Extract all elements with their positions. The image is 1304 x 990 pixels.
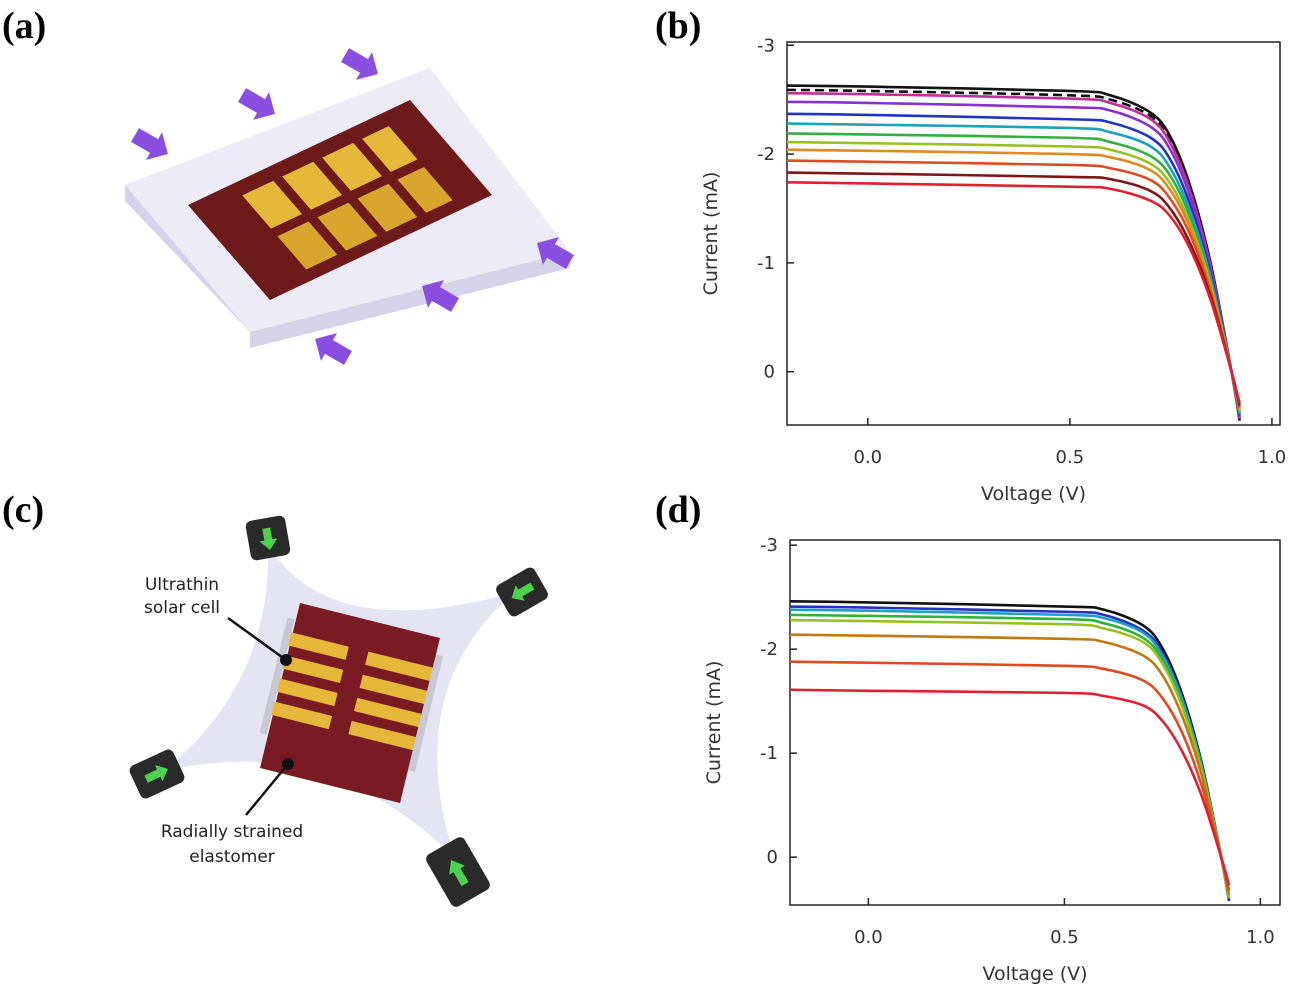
iv-curve — [790, 688, 1231, 886]
iv-curve — [790, 633, 1231, 895]
y-tick-label: 0 — [764, 362, 775, 383]
panel-label: (a) — [2, 5, 46, 47]
y-tick-label: -2 — [760, 639, 778, 660]
y-tick-label: -3 — [757, 35, 775, 56]
iv-curve — [787, 100, 1241, 418]
plot-frame — [789, 539, 1281, 906]
x-tick-label: 1.0 — [1258, 447, 1287, 468]
y-tick-label: -2 — [757, 144, 775, 165]
x-tick-label: 0.5 — [1050, 927, 1079, 948]
iv-curve — [787, 181, 1241, 404]
illustration-c: Ultrathin solar cell Radially strained e… — [129, 515, 548, 907]
x-tick-label: 1.0 — [1246, 927, 1275, 948]
y-tick-label: -1 — [760, 743, 778, 764]
chart: (d) -3 -2 -1 0 0.0 0.5 1.0 Voltage (V) Current (m… — [655, 489, 1281, 985]
panel-label: (d) — [655, 489, 701, 531]
y-tick-label: 0 — [767, 847, 778, 868]
plot-frame — [786, 41, 1281, 426]
iv-curve — [787, 171, 1241, 406]
iv-curve — [790, 600, 1231, 902]
x-tick-label: 0.0 — [853, 447, 882, 468]
chart: (b) -3 -2 -1 0 0.0 0.5 1.0 Voltage (V) Current (m… — [655, 5, 1286, 505]
annotation: Radially strained — [161, 822, 303, 842]
y-tick-label: -1 — [757, 253, 775, 274]
x-tick-label: 0.5 — [1056, 447, 1085, 468]
iv-curve — [790, 660, 1231, 891]
y-axis-title: Current (mA) — [700, 172, 722, 296]
iv-curve — [787, 148, 1241, 411]
y-tick-label: -3 — [760, 535, 778, 556]
panel-label: (c) — [2, 489, 44, 531]
annotation: solar cell — [144, 598, 220, 618]
iv-curve — [787, 122, 1241, 415]
illustration-a — [125, 48, 574, 365]
x-axis-title: Voltage (V) — [981, 483, 1086, 505]
annotation: elastomer — [189, 847, 275, 867]
x-axis-title: Voltage (V) — [982, 963, 1087, 985]
annotation: Ultrathin — [145, 575, 219, 595]
panel-label: (b) — [655, 5, 701, 47]
iv-curve — [787, 159, 1241, 408]
y-axis-title: Current (mA) — [703, 661, 725, 785]
stretcher — [129, 515, 548, 907]
iv-curve — [787, 112, 1241, 416]
x-tick-label: 0.0 — [854, 927, 883, 948]
